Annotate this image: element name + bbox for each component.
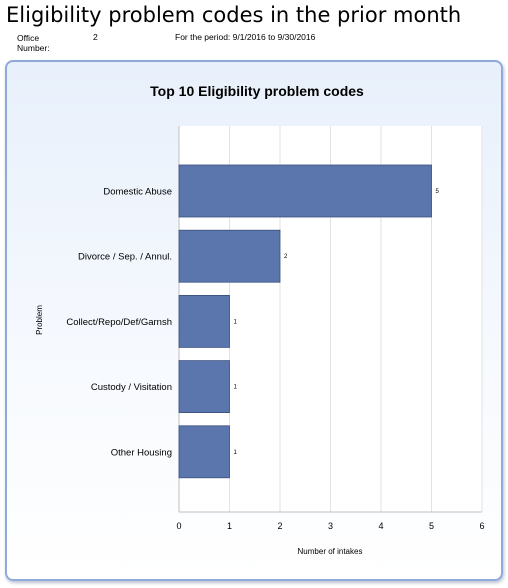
bar-chart: Top 10 Eligibility problem codes 0 1 2 3 4 5 6… [35,83,485,556]
y-axis-title: Problem [35,305,44,335]
x-tick-label: 0 [176,521,181,531]
data-label: 2 [284,254,288,260]
x-tick-label: 4 [378,521,383,531]
x-tick-label: 1 [227,521,232,531]
x-tick-label: 2 [277,521,282,531]
bar [178,229,281,283]
data-label: 1 [234,450,238,456]
labels: 0 1 2 3 4 5 6 Domestic Abuse 5 Divorce / Sep. / A… [66,187,484,532]
category-label: Other Housing [111,447,172,458]
page-title: Eligibility problem codes in the prior m… [6,3,462,27]
reporting-period: For the period: 9/1/2016 to 9/30/2016 [175,32,316,42]
bar [178,164,432,218]
bars [178,164,432,479]
x-axis-title: Number of intakes [298,547,363,556]
office-number-label: Office Number: [17,33,50,53]
category-label: Collect/Repo/Def/Garnsh [66,317,172,328]
chart-title: Top 10 Eligibility problem codes [150,83,364,99]
category-label: Domestic Abuse [103,187,172,198]
bar [178,360,230,414]
x-tick-label: 6 [479,521,484,531]
data-label: 1 [234,319,238,325]
chart-frame: Top 10 Eligibility problem codes 0 1 2 3 4 5 6… [5,60,503,581]
data-label: 5 [436,189,440,195]
bar [178,294,230,348]
category-label: Divorce / Sep. / Annul. [78,252,172,263]
x-tick-label: 3 [328,521,333,531]
office-number-value: 2 [93,32,98,42]
bar [178,425,230,479]
data-label: 1 [234,385,238,391]
category-label: Custody / Visitation [91,382,172,393]
x-tick-label: 5 [429,521,434,531]
